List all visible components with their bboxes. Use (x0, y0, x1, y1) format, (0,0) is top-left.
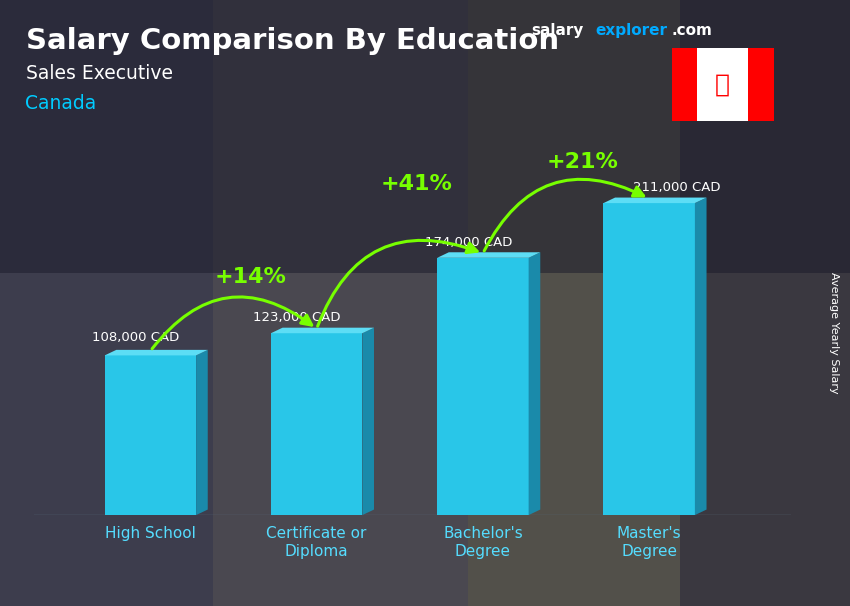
Text: salary: salary (531, 23, 584, 38)
Polygon shape (196, 350, 207, 515)
Bar (437, 258, 529, 515)
Polygon shape (105, 350, 207, 355)
Polygon shape (529, 252, 541, 515)
Text: 123,000 CAD: 123,000 CAD (253, 311, 341, 324)
Bar (271, 333, 362, 515)
Polygon shape (437, 252, 541, 258)
Text: explorer: explorer (595, 23, 667, 38)
Text: 174,000 CAD: 174,000 CAD (425, 236, 512, 249)
Polygon shape (271, 328, 374, 333)
Text: 211,000 CAD: 211,000 CAD (632, 181, 720, 195)
Text: .com: .com (672, 23, 712, 38)
Bar (748, 48, 774, 121)
Text: +41%: +41% (381, 174, 452, 194)
Text: +21%: +21% (547, 152, 619, 171)
Text: 🍁: 🍁 (715, 73, 730, 97)
Text: 108,000 CAD: 108,000 CAD (92, 331, 179, 344)
Bar (672, 48, 697, 121)
Text: Salary Comparison By Education: Salary Comparison By Education (26, 27, 558, 55)
Bar (604, 203, 695, 515)
Text: Average Yearly Salary: Average Yearly Salary (829, 273, 839, 394)
Bar (105, 355, 196, 515)
Text: +14%: +14% (214, 267, 286, 287)
Text: Canada: Canada (26, 94, 97, 113)
Text: Sales Executive: Sales Executive (26, 64, 173, 82)
Polygon shape (695, 198, 706, 515)
Polygon shape (362, 328, 374, 515)
Polygon shape (604, 198, 706, 203)
